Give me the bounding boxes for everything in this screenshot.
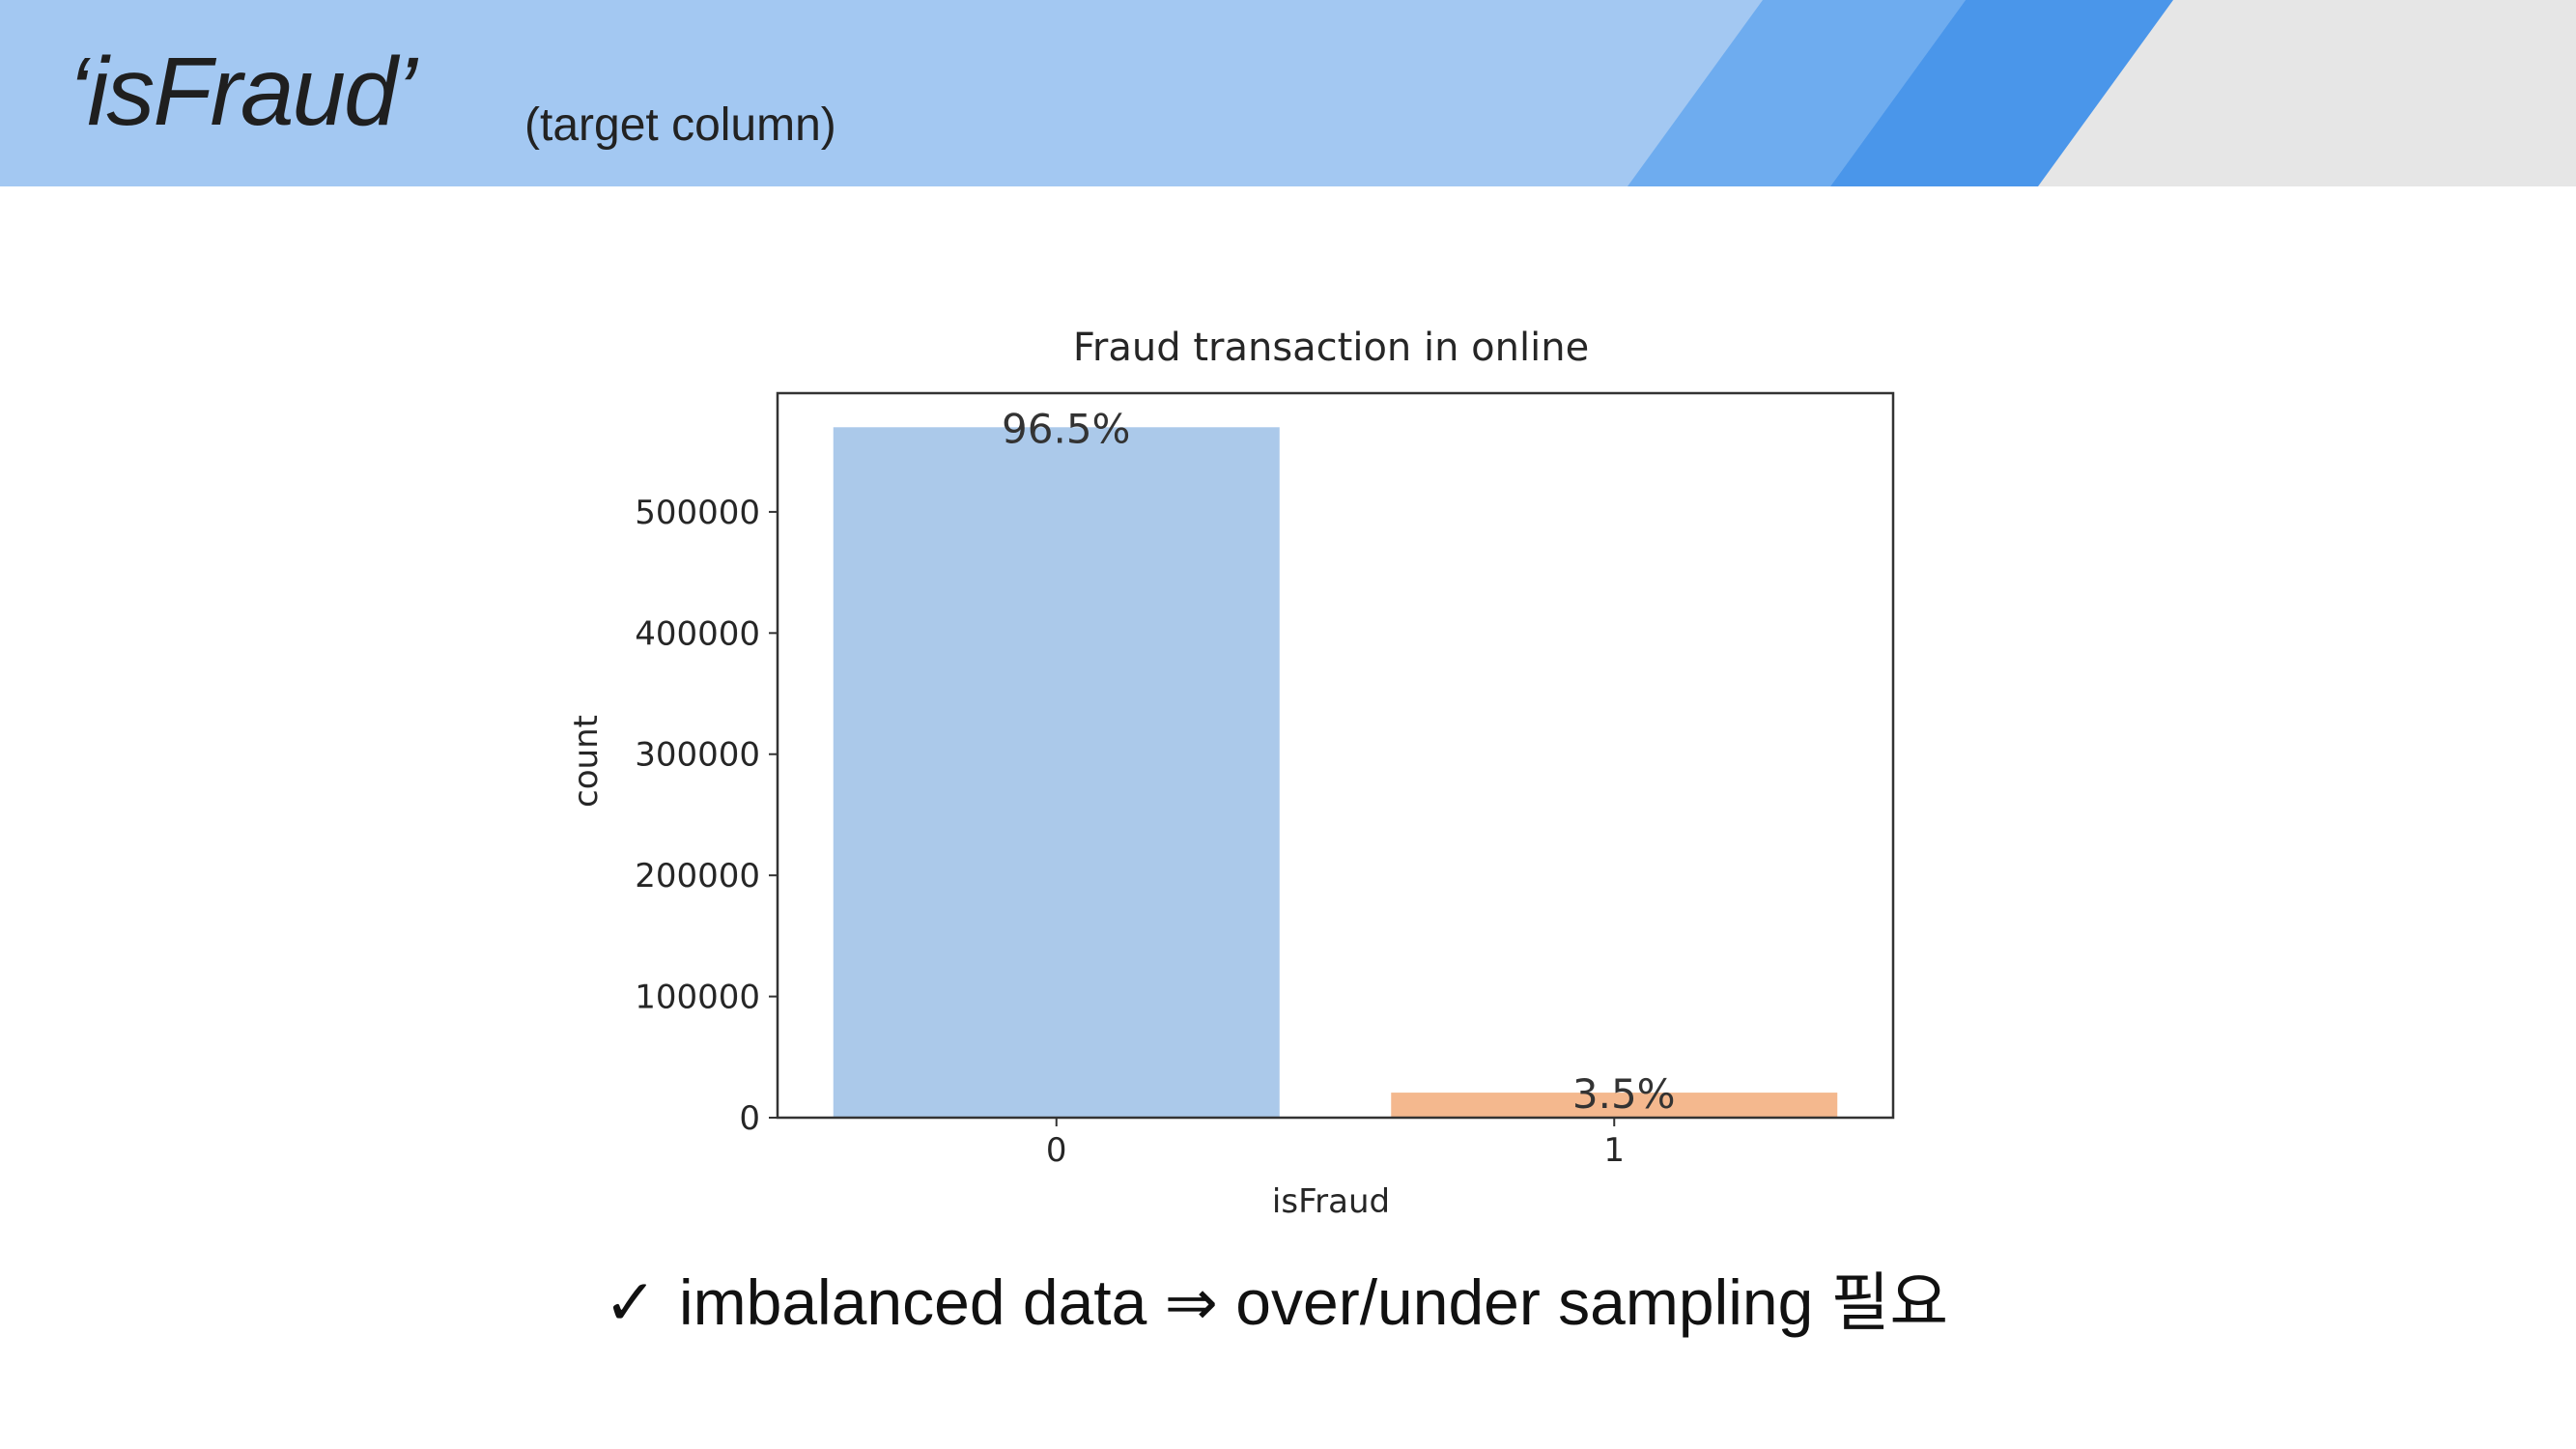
y-tick-label-200000: 200000 (635, 857, 760, 895)
y-tick-label-500000: 500000 (635, 494, 760, 532)
y-tick-label-0: 0 (739, 1099, 760, 1138)
header-mid-stripe (1628, 0, 1966, 186)
x-tick-label-0: 0 (1046, 1131, 1067, 1170)
x-tick-label-1: 1 (1603, 1131, 1625, 1170)
data-label-0: 96.5% (1002, 405, 1130, 452)
slide-title: ‘isFraud’ (68, 38, 417, 146)
bar-1 (1391, 1093, 1838, 1118)
plot-frame (776, 391, 1895, 1120)
slide-header-banner (0, 0, 2576, 186)
y-axis-label: count (567, 715, 606, 808)
fraud-bar-chart: Fraud transaction in online 96.5%03.5%10… (567, 326, 1895, 1221)
y-tick-label-400000: 400000 (635, 614, 760, 653)
header-dark-stripe (1830, 0, 2173, 186)
y-tick-label-300000: 300000 (635, 736, 760, 775)
bullet-text: imbalanced data ⇒ over/under sampling 필요 (679, 1266, 1949, 1338)
checkmark-icon: ✓ (604, 1266, 658, 1338)
x-axis-label: isFraud (1272, 1182, 1390, 1221)
slide-subtitle: (target column) (524, 99, 836, 151)
y-tick-label-100000: 100000 (635, 979, 760, 1017)
chart-title: Fraud transaction in online (1073, 326, 1589, 370)
data-label-1: 3.5% (1572, 1070, 1676, 1118)
bar-0 (833, 427, 1280, 1118)
